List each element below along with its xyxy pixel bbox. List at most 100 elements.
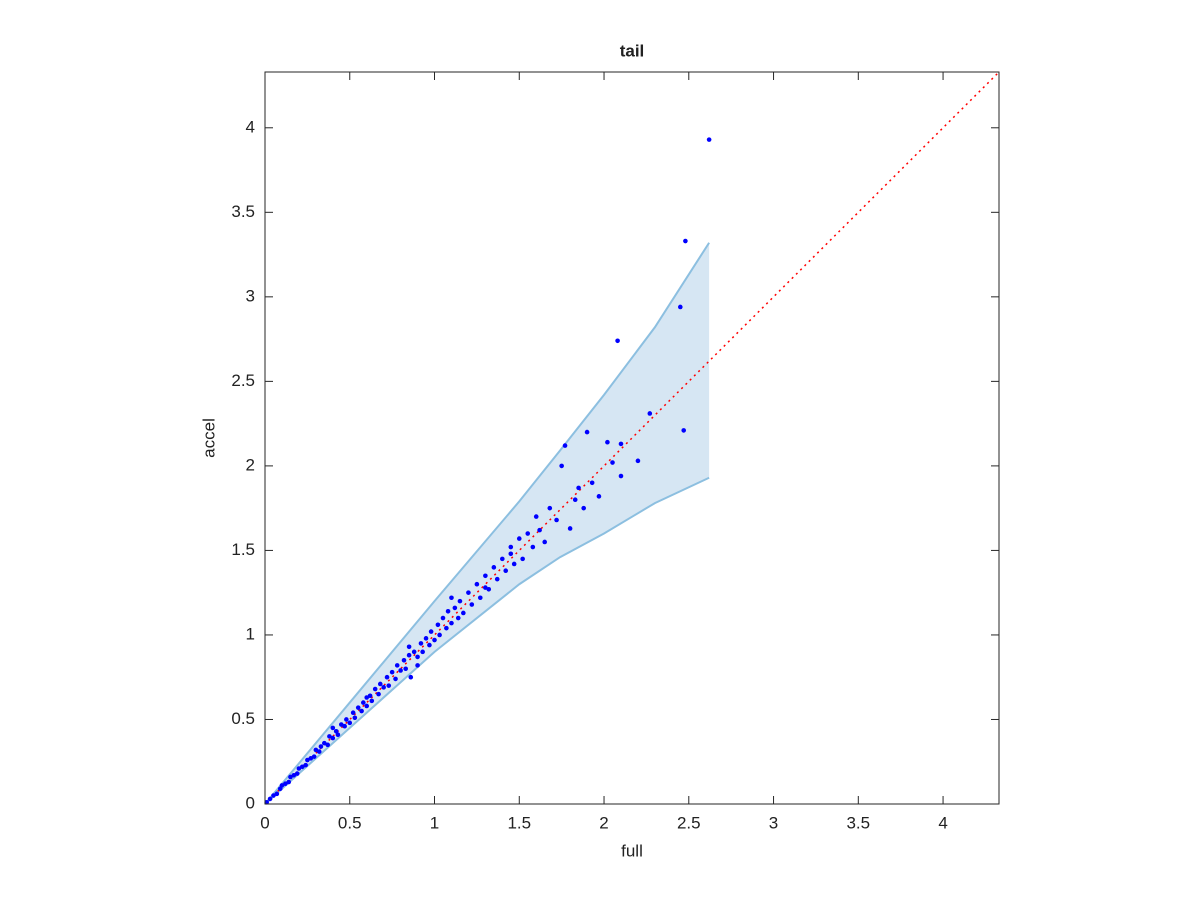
point <box>449 620 454 626</box>
point <box>440 615 446 621</box>
point <box>452 605 458 611</box>
point <box>516 536 522 541</box>
point <box>445 608 451 614</box>
point <box>364 695 370 700</box>
point <box>572 497 578 503</box>
point <box>386 683 392 688</box>
point <box>491 565 497 570</box>
point <box>411 649 417 655</box>
point <box>274 791 280 797</box>
y-tick-label: 0.5 <box>231 709 255 728</box>
point <box>283 781 288 787</box>
point <box>350 710 356 716</box>
point <box>584 429 590 435</box>
point <box>435 622 441 628</box>
point <box>406 652 412 658</box>
point <box>361 700 366 705</box>
point <box>279 783 285 788</box>
point <box>483 585 488 590</box>
point <box>305 757 310 763</box>
point <box>647 411 653 416</box>
point <box>296 766 302 771</box>
x-tick-label: 1 <box>430 813 439 832</box>
point <box>477 595 483 601</box>
point <box>494 576 500 582</box>
point <box>286 779 292 785</box>
y-axis-label: accel <box>199 418 218 458</box>
point <box>537 527 542 533</box>
point <box>355 705 361 710</box>
point <box>271 793 276 798</box>
point <box>589 480 595 486</box>
point <box>576 485 581 491</box>
point <box>398 668 403 673</box>
point <box>294 771 300 776</box>
point <box>486 587 492 592</box>
point <box>367 693 373 699</box>
point <box>299 764 305 770</box>
point <box>325 742 331 748</box>
y-tick-label: 2 <box>246 455 255 474</box>
point <box>437 632 442 638</box>
point <box>389 669 395 675</box>
x-tick-label: 2.5 <box>677 813 701 832</box>
y-tick-label: 3.5 <box>231 202 255 221</box>
point <box>423 636 429 641</box>
x-tick-label: 3.5 <box>846 813 870 832</box>
point <box>316 749 322 754</box>
point <box>444 625 449 631</box>
point <box>393 676 398 682</box>
point <box>618 473 624 479</box>
band-lower <box>264 476 710 805</box>
point <box>525 531 531 536</box>
point <box>542 539 547 545</box>
point <box>359 708 364 714</box>
point <box>369 698 375 704</box>
point <box>381 685 386 690</box>
point <box>596 494 602 499</box>
point <box>394 663 400 668</box>
point <box>683 238 688 244</box>
point <box>318 744 324 749</box>
point <box>466 590 471 595</box>
point <box>461 610 466 616</box>
x-tick-label: 0 <box>260 813 269 832</box>
point <box>327 734 332 739</box>
point <box>322 740 327 746</box>
point <box>449 595 454 601</box>
point <box>483 573 488 579</box>
point <box>615 338 620 344</box>
point <box>330 725 336 731</box>
point <box>267 796 273 802</box>
point <box>428 629 434 634</box>
point <box>403 666 408 672</box>
x-axis-label: full <box>621 841 643 860</box>
point <box>420 649 425 655</box>
point <box>344 717 349 722</box>
band-upper <box>264 242 710 805</box>
point <box>678 304 683 310</box>
point <box>432 637 437 643</box>
point <box>567 526 573 531</box>
point <box>635 458 641 464</box>
point <box>384 674 390 680</box>
chart-title: tail <box>620 41 645 60</box>
point <box>288 774 293 780</box>
plot-frame <box>264 71 1000 805</box>
point <box>455 615 461 621</box>
point <box>364 703 370 709</box>
y-tick-label: 1 <box>246 624 255 643</box>
x-tick-label: 0.5 <box>338 813 362 832</box>
point <box>681 428 687 433</box>
point <box>511 561 517 567</box>
point <box>291 772 297 778</box>
point <box>474 581 480 587</box>
point <box>533 514 539 519</box>
point <box>415 654 420 660</box>
point <box>562 443 568 448</box>
x-tick-label: 3 <box>769 813 778 832</box>
band-fill <box>265 242 710 804</box>
point <box>581 505 586 511</box>
